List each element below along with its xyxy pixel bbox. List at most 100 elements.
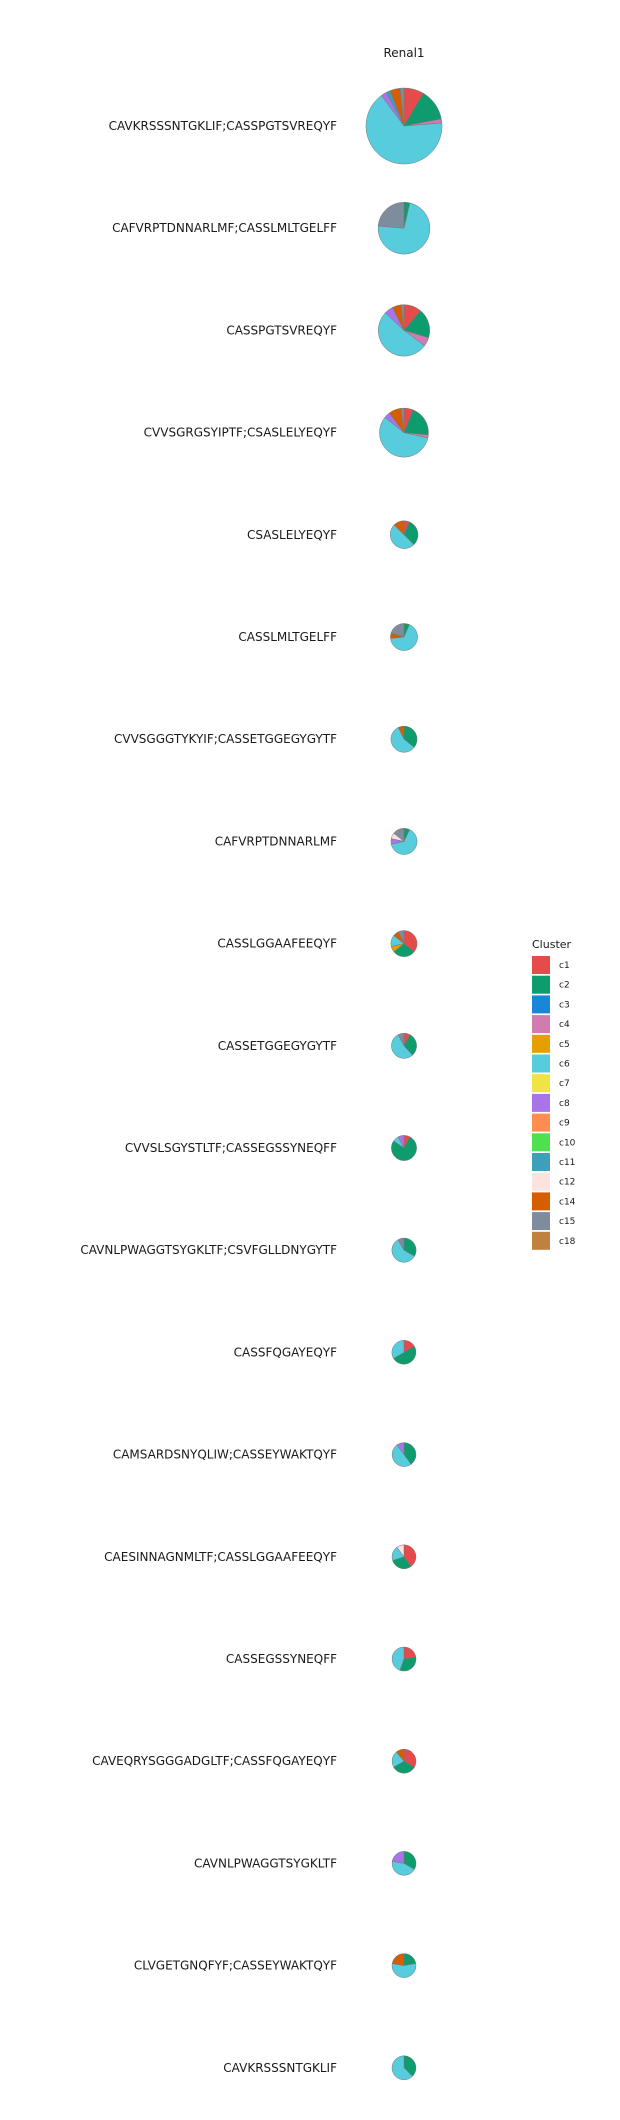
pie-row: CAVEQRYSGGGADGLTF;CASSFQGAYEQYF <box>92 1748 417 1774</box>
pie-slice-c1 <box>403 930 418 953</box>
row-label: CSASLELYEQYF <box>247 528 337 542</box>
facet-title: Renal1 <box>383 46 424 60</box>
pie-row: CASSFQGAYEQYF <box>234 1340 417 1365</box>
legend-swatch-c9 <box>532 1113 550 1132</box>
legend-label-c9: c9 <box>559 1119 570 1129</box>
pie-slice-c2 <box>403 2055 417 2077</box>
pie-row: CAVNLPWAGGTSYGKLTF;CSVFGLLDNYGYTF <box>80 1237 417 1263</box>
row-label: CAESINNAGNMLTF;CASSLGGAAFEEQYF <box>104 1550 337 1564</box>
legend-label-c7: c7 <box>559 1079 570 1089</box>
pie-slice-c6 <box>379 416 429 458</box>
pie-slice-c15 <box>399 87 405 127</box>
legend-label-c14: c14 <box>559 1197 576 1207</box>
pie-slice-c6 <box>391 1340 405 1359</box>
pie-row: CAESINNAGNMLTF;CASSLGGAAFEEQYF <box>104 1544 417 1570</box>
pie-slice-c8 <box>396 1442 405 1456</box>
legend-swatch-c18 <box>532 1231 550 1250</box>
pie-slice-c6 <box>377 202 431 255</box>
pie-row: CASSEGSSYNEQFF <box>226 1646 417 1672</box>
pie-slice-c15 <box>390 623 405 638</box>
row-label: CASSLMLTGELFF <box>238 630 337 644</box>
legend-swatch-c11 <box>532 1153 550 1171</box>
pie-row: CAVNLPWAGGTSYGKLTF <box>194 1851 417 1876</box>
pie-slice-c2 <box>403 1034 417 1056</box>
pie-slice-c14 <box>393 520 405 536</box>
legend-title: Cluster <box>532 938 572 951</box>
row-label: CAVEQRYSGGGADGLTF;CASSFQGAYEQYF <box>92 1754 337 1768</box>
pie-slice-c15 <box>400 407 405 433</box>
row-label: CASSLGGAAFEEQYF <box>217 937 337 951</box>
row-label: CASSFQGAYEQYF <box>234 1345 337 1359</box>
pie-slice-c15 <box>377 202 405 229</box>
pie-slice-c6 <box>390 727 415 753</box>
legend-swatch-c15 <box>532 1212 550 1231</box>
legend-label-c10: c10 <box>559 1138 576 1148</box>
pie-slice-c2 <box>403 725 418 748</box>
pie-slice-c2 <box>393 1345 417 1365</box>
legend-label-c18: c18 <box>559 1237 576 1247</box>
pie-row: CASSLMLTGELFF <box>238 623 418 651</box>
pie-slice-c2 <box>403 521 419 546</box>
legend-swatch-c1 <box>532 956 550 974</box>
pie-row: CVVSGRGSYIPTF;CSASLELYEQYF <box>144 407 429 458</box>
row-label: CASSETGGEGYGYTF <box>218 1039 337 1053</box>
pie-slice-c2 <box>399 1656 417 1672</box>
legend-label-c6: c6 <box>559 1060 570 1070</box>
pie-row: CAFVRPTDNNARLMF <box>215 828 418 855</box>
legend-swatch-c7 <box>532 1074 550 1093</box>
pie-slice-c15 <box>400 304 405 331</box>
row-label: CAVNLPWAGGTSYGKLTF <box>194 1856 337 1870</box>
pie-slice-c15 <box>393 828 405 842</box>
pie-slice-c14 <box>395 1748 405 1762</box>
pie-slice-c6 <box>391 2055 413 2080</box>
pie-slice-c2 <box>393 1760 415 1774</box>
pie-slice-c14 <box>397 725 405 740</box>
pie-slice-c6 <box>378 312 425 357</box>
pie-row: CVVSLSGYSTLTF;CASSEGSSYNEQFF <box>125 1135 417 1161</box>
pie-slice-c6 <box>391 1239 415 1263</box>
legend-items: c1 c2 c3 c4 c5 c6 c7 c8 c9 c10 c11 c12 c14 c15 c18 <box>532 956 576 1250</box>
pie-row: CAVKRSSSNTGKLIF <box>223 2055 417 2080</box>
legend-swatch-c8 <box>532 1093 550 1112</box>
pie-slice-c6 <box>391 1963 417 1978</box>
legend-label-c8: c8 <box>559 1099 570 1109</box>
legend-label-c12: c12 <box>559 1178 575 1188</box>
legend-swatch-c6 <box>532 1054 550 1073</box>
legend: Cluster c1c2c3c4c5c6c7c8c9c10c11c12c14c1… <box>532 938 576 1250</box>
legend-swatch-c2 <box>532 975 550 994</box>
pie-rows: CAVKRSSSNTGKLIF;CASSPGTSVREQYF CAFVRPTDNN… <box>80 87 443 2080</box>
legend-label-c2: c2 <box>559 981 570 991</box>
row-label: CVVSGGGTYKYIF;CASSETGGEGYGYTF <box>114 732 337 746</box>
legend-swatch-c5 <box>532 1034 550 1053</box>
row-label: CAVNLPWAGGTSYGKLTF;CSVFGLLDNYGYTF <box>80 1243 337 1257</box>
pie-slice-c6 <box>365 95 443 165</box>
pie-slice-c12 <box>396 1544 405 1558</box>
row-label: CAVKRSSSNTGKLIF <box>223 2061 337 2075</box>
pie-slice-c6 <box>390 524 415 549</box>
legend-swatch-c14 <box>532 1192 550 1211</box>
pie-slice-c6 <box>390 624 418 651</box>
row-label: CAMSARDSNYQLIW;CASSEYWAKTQYF <box>113 1448 337 1462</box>
legend-swatch-c4 <box>532 1015 550 1034</box>
row-label: CAFVRPTDNNARLMF <box>215 834 337 848</box>
pie-row: CASSETGGEGYGYTF <box>218 1032 417 1059</box>
pie-slice-c15 <box>397 930 405 944</box>
legend-label-c11: c11 <box>559 1158 575 1168</box>
row-label: CAFVRPTDNNARLMF;CASSLMLTGELFF <box>112 221 337 235</box>
legend-swatch-c12 <box>532 1172 550 1191</box>
pie-row: CLVGETGNQFYF;CASSEYWAKTQYF <box>134 1953 417 1978</box>
pie-slice-c2 <box>391 1136 417 1161</box>
pie-slice-c6 <box>391 1444 412 1467</box>
pie-row: CAVKRSSSNTGKLIF;CASSPGTSVREQYF <box>109 87 443 165</box>
pie-row: CVVSGGGTYKYIF;CASSETGGEGYGYTF <box>114 725 418 753</box>
pie-slice-c15 <box>397 1032 405 1046</box>
pie-row: CSASLELYEQYF <box>247 520 419 549</box>
pie-slice-c1 <box>403 1544 417 1567</box>
legend-label-c3: c3 <box>559 1000 570 1010</box>
legend-swatch-c3 <box>532 995 550 1014</box>
row-label: CVVSGRGSYIPTF;CSASLELYEQYF <box>144 426 337 440</box>
pie-slice-c15 <box>397 1237 405 1252</box>
pie-row: CASSPGTSVREQYF <box>226 304 430 357</box>
pie-slice-c8 <box>397 1135 405 1149</box>
